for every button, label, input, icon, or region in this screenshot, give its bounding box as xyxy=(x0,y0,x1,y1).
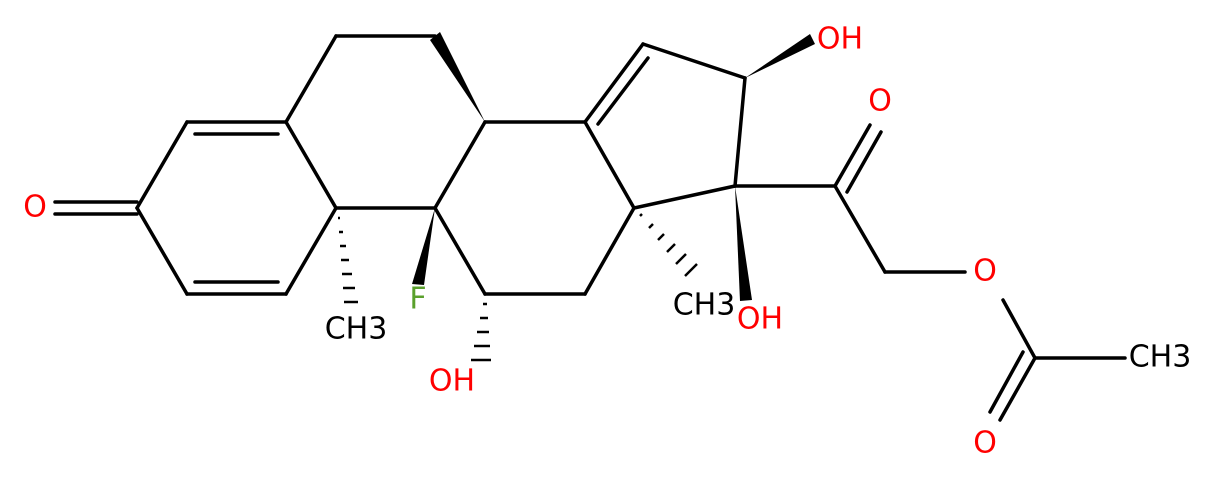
atom-label: OH xyxy=(817,22,863,57)
atom-label: F xyxy=(409,282,426,317)
atom-label: O xyxy=(868,84,892,119)
atom-label: O xyxy=(973,426,997,461)
atom-label: OH xyxy=(429,364,475,399)
bonds xyxy=(53,34,1127,422)
atom-labels: O F OH CH3 CH3 OH OH O O O CH3 xyxy=(23,22,1191,461)
atom-label: O xyxy=(973,254,997,289)
atom-label: OH xyxy=(737,302,783,337)
stereo-bonds xyxy=(338,32,815,362)
atom-label: O xyxy=(23,190,47,225)
atom-label: CH3 xyxy=(673,288,736,323)
atom-label: CH3 xyxy=(325,312,388,347)
atom-label: CH3 xyxy=(1129,340,1192,375)
